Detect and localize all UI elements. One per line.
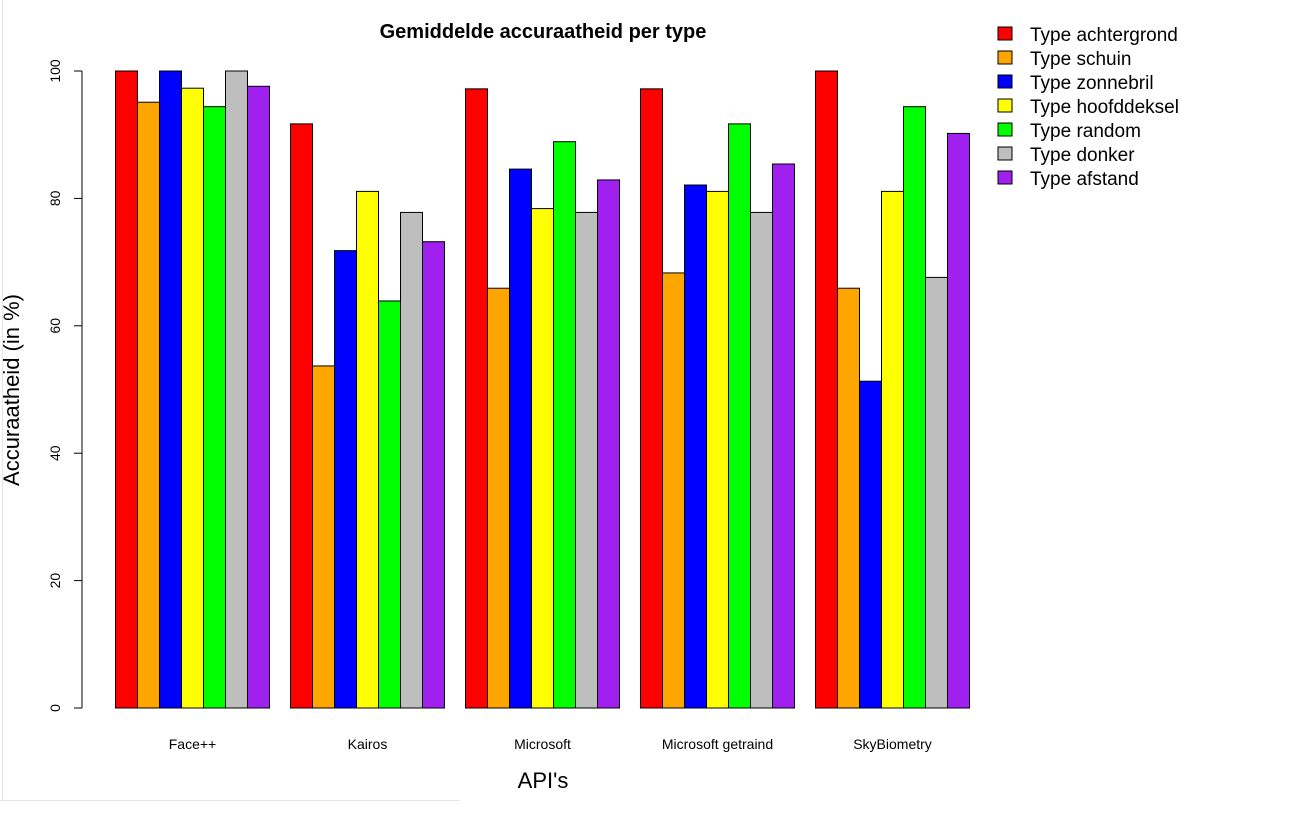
legend-swatch: [997, 146, 1013, 161]
bar: [881, 190, 904, 709]
x-tick-label: Face++: [169, 736, 216, 752]
y-tick-label: 0: [47, 704, 63, 712]
bar: [312, 365, 335, 709]
bar: [400, 211, 423, 709]
x-axis-label: API's: [518, 768, 569, 793]
bar: [684, 184, 707, 709]
legend-label: Type zonnebril: [1030, 73, 1154, 94]
legend-swatch: [997, 98, 1013, 113]
bar: [728, 123, 751, 709]
y-tick-label: 60: [47, 318, 63, 334]
bar: [553, 141, 576, 709]
bar: [859, 380, 882, 709]
x-tick-label: SkyBiometry: [853, 736, 932, 752]
bar: [356, 190, 379, 709]
bar: [225, 70, 248, 709]
bar: [137, 101, 160, 709]
bar: [115, 70, 138, 709]
legend-swatch: [997, 74, 1013, 89]
legend-swatch: [997, 26, 1013, 41]
bar: [947, 132, 970, 709]
legend-swatch: [997, 122, 1013, 137]
y-tick-label: 100: [47, 59, 63, 83]
y-tick-label: 80: [47, 190, 63, 206]
x-tick-labels: Face++ Kairos Microsoft Microsoft getraind S…: [169, 736, 932, 752]
legend-label: Type donker: [1030, 145, 1135, 166]
x-tick-label: Microsoft getraind: [662, 736, 773, 752]
legend-label: Type afstand: [1030, 169, 1139, 190]
legend-label: Type random: [1030, 121, 1141, 142]
bar: [181, 87, 204, 709]
bar: [597, 179, 620, 709]
bar: [290, 123, 313, 709]
legend-label: Type achtergrond: [1030, 25, 1178, 46]
bar: [531, 208, 554, 709]
bar: [487, 287, 510, 709]
bar: [465, 88, 488, 709]
legend-label: Type hoofddeksel: [1030, 97, 1179, 118]
bar: [903, 106, 926, 709]
bar: [815, 70, 838, 709]
bar: [837, 287, 860, 709]
bar: [772, 163, 795, 709]
bar: [750, 211, 773, 709]
y-axis-label: Accuraatheid (in %): [0, 294, 24, 486]
y-tick-label: 40: [47, 445, 63, 461]
bar: [575, 211, 598, 709]
bar: [378, 300, 401, 709]
bar: [247, 85, 270, 709]
y-axis: 0 20 40 60 80 100: [47, 59, 83, 712]
bar: [422, 241, 445, 709]
bar: [706, 190, 729, 709]
legend-label: Type schuin: [1030, 49, 1131, 70]
bar: [662, 272, 685, 709]
x-tick-label: Microsoft: [514, 736, 571, 752]
legend-swatch: [997, 170, 1013, 185]
bar: [509, 168, 532, 709]
legend: Type achtergrond Type schuin Type zonnebri…: [997, 25, 1179, 190]
bar: [203, 106, 226, 709]
bar: [334, 250, 357, 709]
chart-title: Gemiddelde accuraatheid per type: [380, 21, 707, 43]
x-tick-label: Kairos: [348, 736, 388, 752]
bar: [640, 88, 663, 709]
bar: [159, 70, 182, 709]
y-tick-label: 20: [47, 573, 63, 589]
bars-group: [115, 70, 970, 709]
bar: [925, 276, 948, 709]
legend-swatch: [997, 50, 1013, 65]
